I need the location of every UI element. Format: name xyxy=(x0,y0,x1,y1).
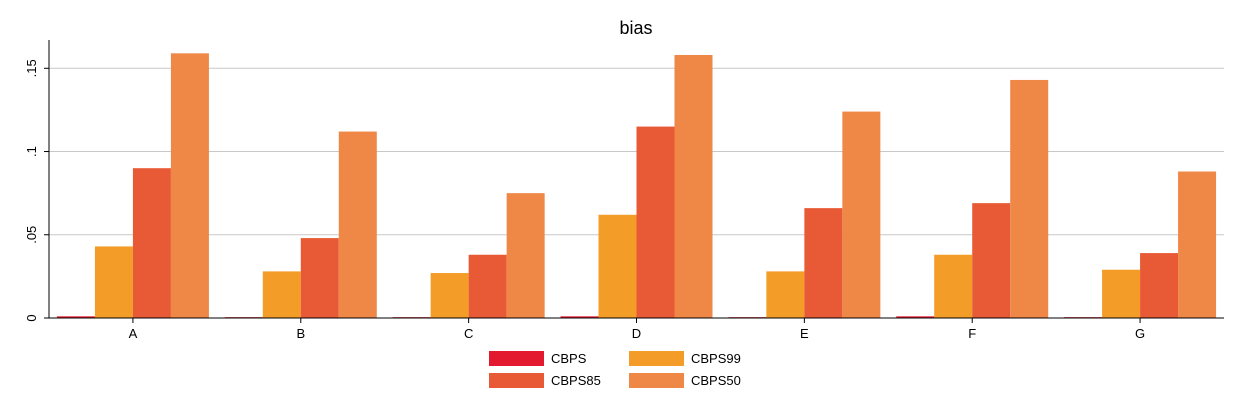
x-tick-label: E xyxy=(800,326,809,341)
y-tick-label: 0 xyxy=(24,314,39,321)
y-tick-label: .05 xyxy=(24,226,39,244)
bar-cbps-f xyxy=(896,316,935,318)
x-tick-label: A xyxy=(129,326,138,341)
x-tick-labels: A B C D E F G xyxy=(129,318,1145,341)
bar-cbps99-e xyxy=(766,271,805,318)
bar-cbps-a xyxy=(56,316,95,318)
x-tick-label: B xyxy=(296,326,305,341)
bar-cbps50-e xyxy=(842,111,881,318)
legend-swatch-cbps85 xyxy=(489,373,544,388)
legend-label-cbps99: CBPS99 xyxy=(691,351,741,366)
x-tick-label: F xyxy=(968,326,976,341)
bar-cbps50-f xyxy=(1010,79,1049,319)
legend-swatch-cbps50 xyxy=(629,373,684,388)
bar-cbps99-d xyxy=(598,214,637,318)
bar-cbps85-a xyxy=(132,168,171,318)
bar-cbps50-a xyxy=(170,53,209,319)
y-tick-labels: 0 .05 .1 .15 xyxy=(24,59,39,321)
bar-cbps-d xyxy=(560,316,599,318)
bar-cbps99-a xyxy=(94,246,133,318)
bars xyxy=(56,53,1217,319)
legend-swatch-cbps99 xyxy=(629,351,684,366)
bar-cbps99-c xyxy=(430,273,469,318)
bar-cbps85-c xyxy=(468,254,507,318)
bar-cbps50-d xyxy=(674,54,713,319)
legend: CBPS CBPS99 CBPS85 CBPS50 xyxy=(489,351,741,388)
legend-label-cbps50: CBPS50 xyxy=(691,373,741,388)
legend-label-cbps: CBPS xyxy=(551,351,587,366)
legend-swatch-cbps xyxy=(489,351,544,366)
bar-cbps99-f xyxy=(934,254,973,318)
bar-cbps85-d xyxy=(636,126,675,319)
bar-cbps85-g xyxy=(1140,253,1179,318)
chart-title: bias xyxy=(619,18,652,38)
x-tick-label: C xyxy=(464,326,473,341)
bar-cbps99-b xyxy=(262,271,301,318)
bar-cbps85-b xyxy=(300,238,339,318)
y-tick-label: .15 xyxy=(24,59,39,77)
x-tick-label: G xyxy=(1135,326,1145,341)
y-tick-label: .1 xyxy=(24,146,39,157)
legend-label-cbps85: CBPS85 xyxy=(551,373,601,388)
bar-cbps50-c xyxy=(506,193,545,318)
bar-cbps99-g xyxy=(1102,269,1141,318)
bar-cbps85-e xyxy=(804,208,843,318)
bar-cbps50-b xyxy=(338,131,377,318)
bar-cbps85-f xyxy=(972,203,1011,318)
x-tick-label: D xyxy=(632,326,641,341)
bar-cbps50-g xyxy=(1178,171,1217,318)
